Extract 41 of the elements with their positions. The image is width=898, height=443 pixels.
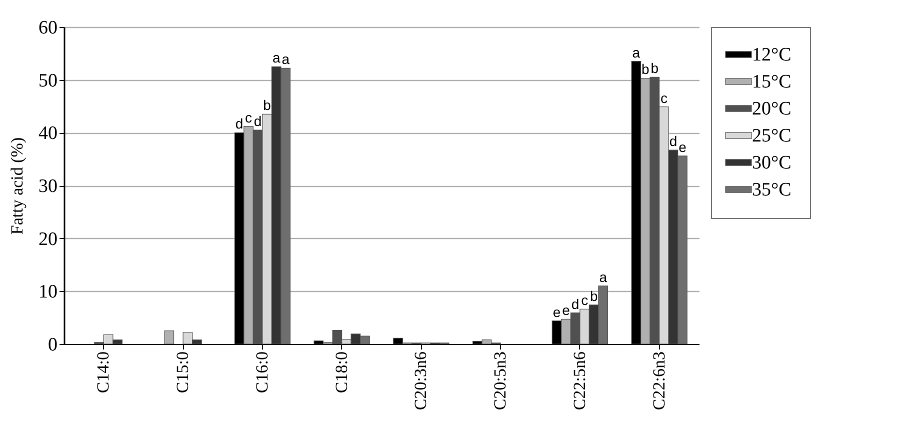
y-tick-label: 50 <box>38 70 58 92</box>
legend-label: 25°C <box>752 126 792 146</box>
data-label: c <box>245 109 252 126</box>
y-tick-label: 40 <box>38 123 58 144</box>
y-tick-label: 10 <box>38 282 58 303</box>
y-axis-title: Fatty acid (%) <box>8 137 26 235</box>
x-tick-label: C14:0 <box>94 352 113 394</box>
legend-label: 35°C <box>752 180 792 200</box>
x-tick-label: C20:5n3 <box>490 352 510 410</box>
y-tick-label: 0 <box>48 334 58 356</box>
y-tick-label: 20 <box>38 228 58 250</box>
data-label: e <box>562 302 570 318</box>
x-tick-label: C18:0 <box>332 352 351 394</box>
data-label: a <box>632 44 640 60</box>
legend-label: 20°C <box>752 98 792 120</box>
x-tick-label: C16:0 <box>252 352 272 394</box>
x-tick-label: C20:3n6 <box>411 352 430 410</box>
x-tick-label: C15:0 <box>173 352 192 394</box>
legend-label: 15°C <box>752 72 792 92</box>
data-label: e <box>678 138 687 155</box>
data-label: b <box>650 60 659 76</box>
y-tick-label: 60 <box>38 18 58 38</box>
legend-label: 12°C <box>752 44 792 66</box>
y-tick-label: 30 <box>38 176 58 197</box>
data-label: b <box>590 288 598 304</box>
x-tick-label: C22:6n3 <box>649 352 668 410</box>
data-label: a <box>282 51 290 68</box>
data-label: b <box>263 97 272 114</box>
x-tick-label: C22:5n6 <box>570 352 589 410</box>
data-label: d <box>669 133 678 150</box>
data-label: d <box>571 296 580 312</box>
data-label: c <box>581 292 588 308</box>
data-label: b <box>642 61 650 78</box>
data-label: a <box>272 50 280 66</box>
data-label: d <box>235 116 244 132</box>
bar <box>164 330 174 344</box>
data-label: a <box>599 268 608 285</box>
data-label: e <box>552 304 561 320</box>
legend-label: 30°C <box>752 152 792 174</box>
data-label: c <box>660 90 668 106</box>
data-label: d <box>254 113 262 130</box>
